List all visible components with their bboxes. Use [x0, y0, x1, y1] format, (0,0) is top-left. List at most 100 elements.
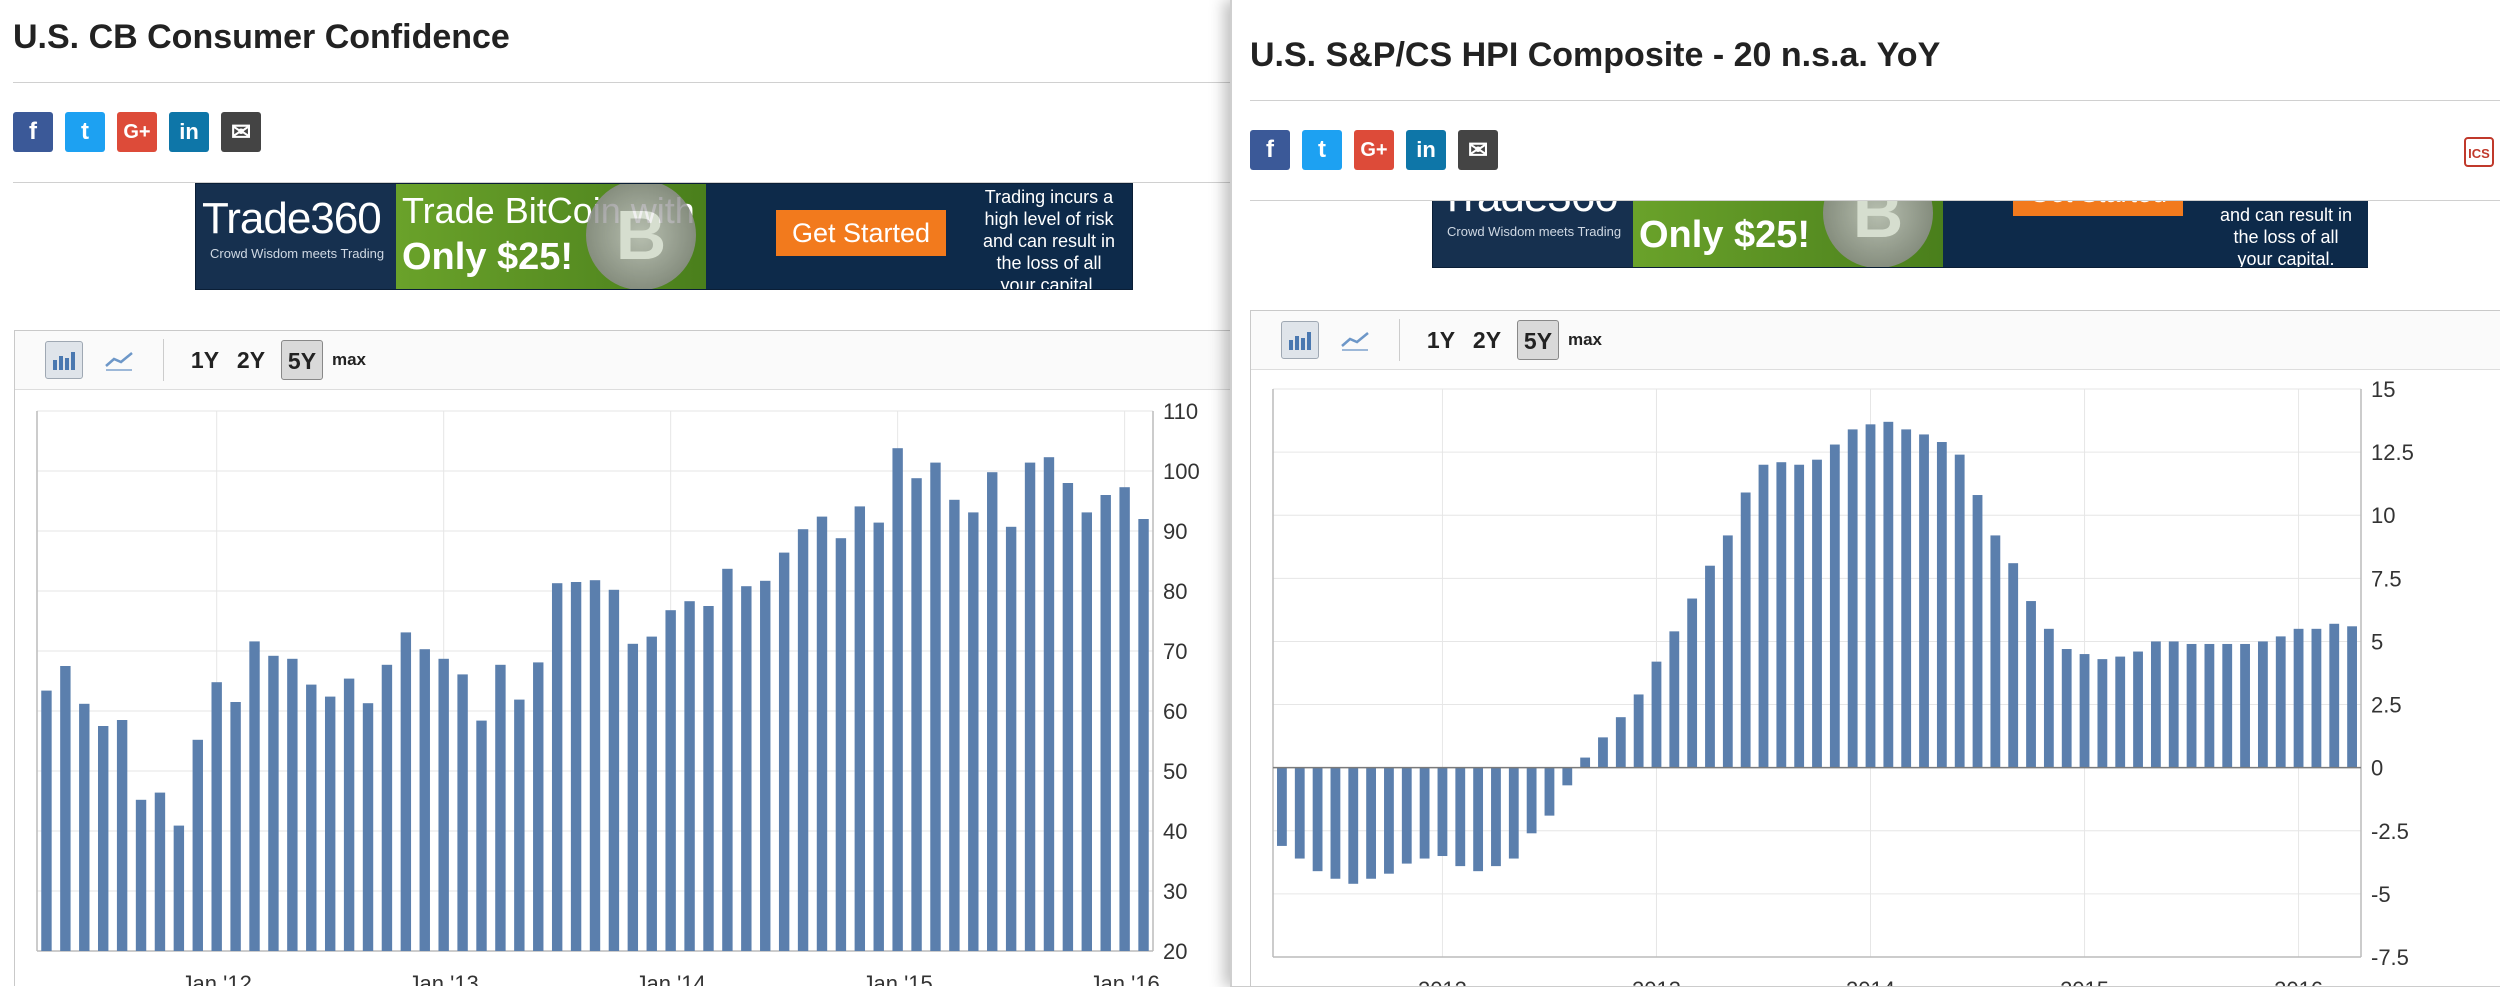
bar	[627, 643, 639, 951]
email-icon[interactable]: ✉	[1458, 130, 1498, 170]
range-1y-button[interactable]: 1Y	[190, 347, 220, 373]
bar	[2026, 601, 2036, 768]
bar	[2150, 641, 2161, 768]
y-tick-label: -7.5	[2371, 945, 2409, 970]
x-tick-label: 2013	[1632, 977, 1681, 987]
linkedin-icon[interactable]: in	[169, 112, 209, 152]
bar	[1633, 694, 1644, 768]
risk-line: and can result in	[982, 231, 1116, 251]
bar-chart-icon[interactable]	[45, 341, 83, 379]
bar	[343, 678, 355, 951]
y-tick-label: 110	[1163, 399, 1198, 424]
bar	[381, 664, 393, 951]
trade360-ad-banner[interactable]: Trade360 Crowd Wisdom meets Trading Trad…	[195, 183, 1133, 290]
bar	[551, 583, 563, 951]
range-2y-button[interactable]: 2Y	[236, 347, 266, 373]
bar	[1330, 767, 1341, 879]
y-tick-label: 30	[1163, 879, 1187, 904]
bar	[1865, 424, 1876, 768]
bar	[249, 641, 260, 951]
bar	[1954, 454, 1965, 768]
bar	[1722, 535, 1733, 768]
bar	[230, 702, 241, 951]
chart-toolbar: 1Y 2Y 5Y max	[1251, 311, 2500, 370]
google-plus-icon[interactable]: G+	[1354, 130, 1394, 170]
range-5y-button[interactable]: 5Y	[1517, 320, 1559, 360]
bar	[2186, 643, 2197, 768]
email-icon[interactable]: ✉	[221, 112, 261, 152]
bar	[1100, 495, 1111, 951]
bar	[1740, 492, 1751, 768]
bar	[816, 516, 828, 951]
bar	[2293, 628, 2304, 768]
bar	[608, 589, 620, 951]
range-max-button[interactable]: max	[1567, 330, 1603, 349]
bar	[1883, 421, 1894, 768]
bar	[1580, 757, 1591, 768]
twitter-icon[interactable]: t	[65, 112, 105, 152]
bar	[892, 448, 903, 951]
bar	[2329, 623, 2340, 768]
range-max-button[interactable]: max	[331, 350, 367, 369]
range-5y-button[interactable]: 5Y	[281, 340, 323, 380]
bar	[1138, 519, 1149, 951]
twitter-icon[interactable]: t	[1302, 130, 1342, 170]
y-tick-label: -2.5	[2371, 819, 2409, 844]
x-tick-label: Jan '16	[1089, 971, 1159, 986]
bar	[1829, 444, 1840, 768]
bar	[930, 462, 941, 951]
get-started-button[interactable]: Get Started	[776, 210, 946, 256]
bar	[533, 662, 544, 951]
line-chart-icon[interactable]	[101, 341, 139, 379]
bar	[495, 664, 506, 951]
trade360-logo: Trade360 Crowd Wisdom meets Trading	[1433, 201, 1633, 267]
logo-text: Trade360	[1439, 201, 1619, 222]
bar	[1277, 767, 1287, 846]
bar	[41, 690, 52, 951]
calendar-icon[interactable]: ICS	[2464, 137, 2494, 167]
risk-line: your capital.	[2237, 249, 2335, 268]
x-tick-label: Jan '14	[636, 971, 706, 986]
bar	[2133, 651, 2143, 768]
bar-chart-icon[interactable]	[1281, 321, 1319, 359]
google-plus-icon[interactable]: G+	[117, 112, 157, 152]
bar	[1776, 462, 1787, 768]
bar	[1847, 429, 1858, 768]
bar	[306, 684, 317, 951]
facebook-icon[interactable]: f	[1250, 130, 1290, 170]
bar	[1812, 459, 1822, 768]
y-tick-label: 50	[1163, 759, 1187, 784]
range-2y-button[interactable]: 2Y	[1472, 327, 1502, 353]
y-tick-label: 100	[1163, 459, 1200, 484]
title-divider	[13, 82, 1230, 83]
bar	[1119, 487, 1130, 951]
facebook-icon[interactable]: f	[13, 112, 53, 152]
bar	[1598, 737, 1608, 768]
bar	[457, 674, 468, 951]
logo-tagline: Crowd Wisdom meets Trading	[210, 246, 385, 261]
bar	[268, 655, 279, 951]
bitcoin-icon: B	[586, 184, 696, 289]
bar	[1669, 631, 1680, 768]
y-tick-label: 0	[2371, 756, 2383, 781]
consumer-confidence-chart: 20 30 40 50 60 70 80 90 100 110 Jan '12 Jan '13 Jan …	[36, 399, 1200, 986]
bar	[646, 636, 657, 951]
bar	[722, 568, 733, 951]
trade360-ad-banner[interactable]: Trade360 Crowd Wisdom meets Trading Only…	[1432, 201, 2368, 268]
bar	[419, 649, 430, 951]
line-chart-icon[interactable]	[1337, 321, 1375, 359]
y-tick-label: -5	[2371, 882, 2391, 907]
bar	[2115, 656, 2126, 768]
linkedin-icon[interactable]: in	[1406, 130, 1446, 170]
range-1y-button[interactable]: 1Y	[1426, 327, 1456, 353]
y-tick-label: 12.5	[2371, 440, 2414, 465]
bar	[589, 580, 601, 951]
ad-headline-line2: Only $25!	[402, 236, 574, 278]
bar	[1794, 464, 1805, 768]
logo-tagline: Crowd Wisdom meets Trading	[1447, 224, 1622, 239]
logo-text: Trade360	[202, 194, 382, 243]
risk-line: the loss of all	[2233, 227, 2339, 247]
bar	[2257, 641, 2268, 768]
get-started-button[interactable]: Get Started	[2013, 201, 2183, 216]
page-title: U.S. S&P/CS HPI Composite - 20 n.s.a. Yo…	[1250, 36, 1941, 74]
